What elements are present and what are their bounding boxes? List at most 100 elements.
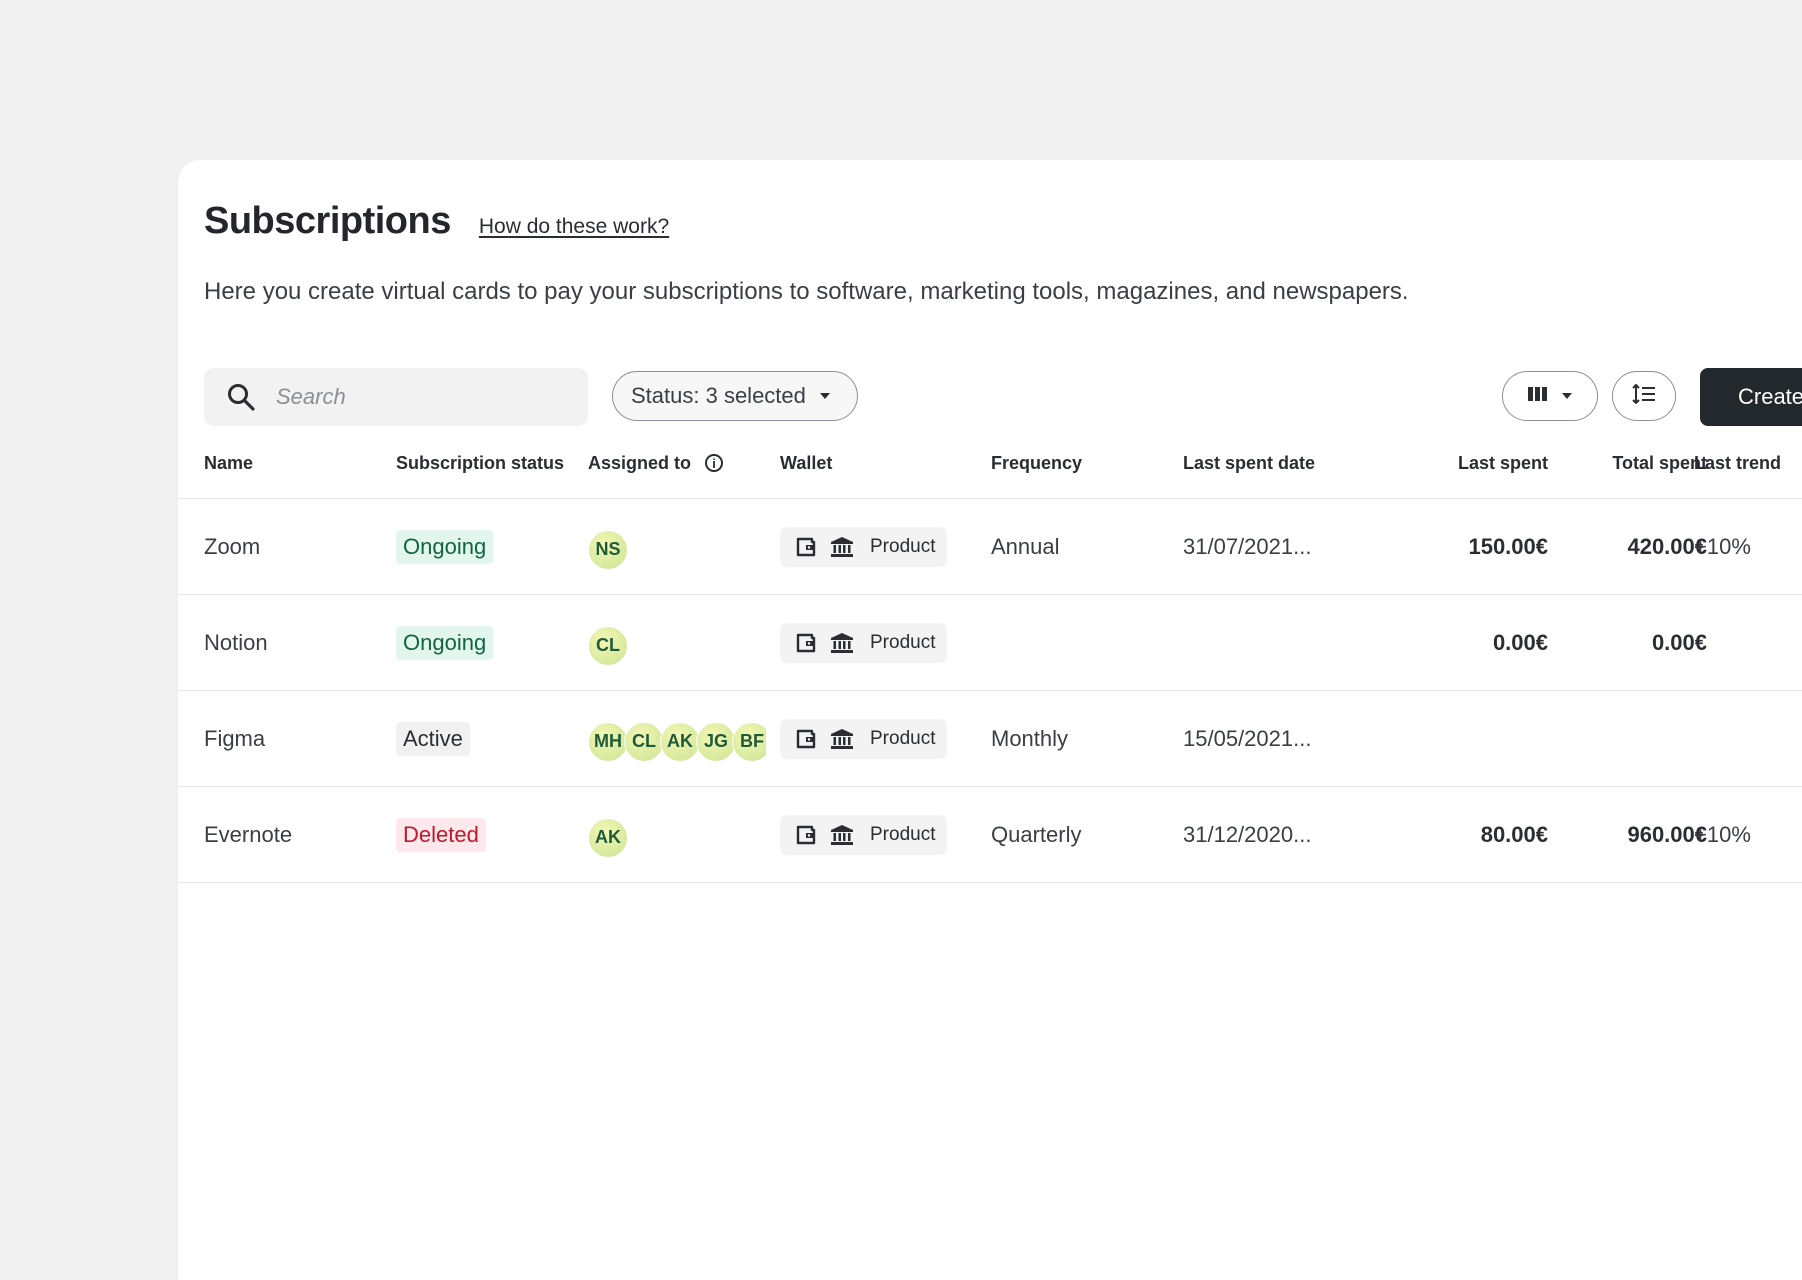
column-header-assigned-label: Assigned to bbox=[588, 452, 692, 473]
toolbar: Status: 3 selected bbox=[204, 368, 1802, 426]
avatar: AK bbox=[660, 721, 700, 762]
wallet-cell: Product bbox=[780, 499, 948, 594]
avatar: CL bbox=[624, 721, 664, 762]
frequency-cell: Annual bbox=[991, 533, 1060, 559]
bank-icon bbox=[830, 535, 854, 559]
page-title: Subscriptions bbox=[204, 200, 451, 242]
avatar: MH bbox=[588, 721, 628, 762]
subscription-status-cell: Ongoing bbox=[396, 595, 494, 690]
avatar-group[interactable]: MH CL AK JG BF bbox=[588, 716, 766, 762]
avatar-group[interactable]: AK bbox=[588, 812, 766, 858]
wallet-icon bbox=[794, 727, 818, 751]
column-header-name[interactable]: Name bbox=[204, 452, 254, 473]
subscription-status-cell: Ongoing bbox=[396, 499, 494, 594]
column-header-last-spent-date[interactable]: Last spent date bbox=[1183, 452, 1316, 473]
total-spent-cell: 420.00€ bbox=[1627, 533, 1707, 559]
subscription-name: Notion bbox=[204, 629, 268, 655]
how-do-these-work-link[interactable]: How do these work? bbox=[478, 215, 670, 238]
last-trend-cell: +10% bbox=[1694, 533, 1751, 559]
search-input[interactable] bbox=[274, 383, 558, 411]
status-badge: Ongoing bbox=[396, 529, 494, 564]
column-header-last-trend[interactable]: Last trend bbox=[1694, 452, 1782, 473]
subscriptions-table: Name Subscription status Assigned to i W… bbox=[178, 428, 1802, 883]
search-icon bbox=[226, 382, 256, 412]
wallet-chip[interactable]: Product bbox=[780, 814, 948, 855]
wallet-label: Product bbox=[870, 727, 936, 749]
table-body: Zoom Ongoing NS bbox=[178, 499, 1802, 883]
avatar: BF bbox=[732, 721, 766, 762]
wallet-label: Product bbox=[870, 823, 936, 845]
total-spent-cell: 0.00€ bbox=[1651, 629, 1707, 655]
wallet-chip[interactable]: Product bbox=[780, 718, 948, 759]
status-badge: Deleted bbox=[396, 817, 486, 852]
wallet-chip[interactable]: Product bbox=[780, 622, 948, 663]
subscription-status-cell: Deleted bbox=[396, 787, 486, 882]
last-spent-cell: 0.00€ bbox=[1492, 629, 1548, 655]
subscription-name: Zoom bbox=[204, 533, 261, 559]
column-header-assigned[interactable]: Assigned to i bbox=[588, 428, 724, 498]
title-row: Subscriptions How do these work? bbox=[204, 200, 669, 243]
row-density-icon bbox=[1632, 383, 1656, 409]
column-header-frequency[interactable]: Frequency bbox=[991, 452, 1083, 473]
wallet-chip[interactable]: Product bbox=[780, 526, 948, 567]
wallet-label: Product bbox=[870, 631, 936, 653]
chevron-down-icon bbox=[819, 393, 830, 399]
bank-icon bbox=[830, 631, 854, 655]
last-spent-cell: 150.00€ bbox=[1468, 533, 1548, 559]
table-row[interactable]: Figma Active MH CL AK JG BF bbox=[178, 691, 1802, 787]
last-spent-date-cell: 31/12/2020... bbox=[1183, 821, 1312, 847]
assigned-to-cell: MH CL AK JG BF bbox=[588, 691, 766, 786]
info-icon[interactable]: i bbox=[705, 454, 724, 472]
status-filter-dropdown[interactable]: Status: 3 selected bbox=[612, 371, 858, 421]
table-header: Name Subscription status Assigned to i W… bbox=[178, 428, 1802, 499]
subscriptions-panel: Subscriptions How do these work? Here yo… bbox=[178, 160, 1802, 1280]
bank-icon bbox=[830, 823, 854, 847]
wallet-icon bbox=[794, 823, 818, 847]
row-density-button[interactable] bbox=[1612, 371, 1676, 421]
status-badge: Ongoing bbox=[396, 625, 494, 660]
wallet-cell: Product bbox=[780, 691, 948, 786]
status-filter-label: Status: 3 selected bbox=[631, 383, 806, 408]
column-header-wallet[interactable]: Wallet bbox=[780, 452, 833, 473]
total-spent-cell bbox=[1558, 691, 1707, 786]
subscription-name: Figma bbox=[204, 725, 266, 751]
columns-button[interactable] bbox=[1502, 371, 1598, 421]
frequency-cell: Quarterly bbox=[991, 821, 1082, 847]
frequency-cell: Monthly bbox=[991, 725, 1069, 751]
bank-icon bbox=[830, 727, 854, 751]
last-spent-date-cell: 31/07/2021... bbox=[1183, 533, 1312, 559]
create-subscription-button[interactable]: Create a bbox=[1700, 368, 1802, 426]
last-spent-cell: 80.00€ bbox=[1480, 821, 1548, 847]
avatar: CL bbox=[588, 625, 628, 666]
avatar: AK bbox=[588, 817, 628, 858]
assigned-to-cell: NS bbox=[588, 499, 766, 594]
assigned-to-cell: CL bbox=[588, 595, 766, 690]
wallet-icon bbox=[794, 535, 818, 559]
subscription-name: Evernote bbox=[204, 821, 293, 847]
avatar: JG bbox=[696, 721, 736, 762]
wallet-cell: Product bbox=[780, 595, 948, 690]
last-spent-date-cell: 15/05/2021... bbox=[1183, 725, 1312, 751]
last-trend-cell: +10% bbox=[1694, 821, 1751, 847]
table-row[interactable]: Notion Ongoing CL bbox=[178, 595, 1802, 691]
search-box[interactable] bbox=[204, 368, 588, 426]
wallet-cell: Product bbox=[780, 787, 948, 882]
assigned-to-cell: AK bbox=[588, 787, 766, 882]
column-header-last-spent[interactable]: Last spent bbox=[1457, 452, 1548, 473]
column-header-status[interactable]: Subscription status bbox=[396, 452, 565, 473]
wallet-label: Product bbox=[870, 535, 936, 557]
avatar-group[interactable]: NS bbox=[588, 524, 766, 570]
columns-icon bbox=[1528, 386, 1548, 407]
total-spent-cell: 960.00€ bbox=[1627, 821, 1707, 847]
table-row[interactable]: Zoom Ongoing NS bbox=[178, 499, 1802, 595]
table-row[interactable]: Evernote Deleted AK bbox=[178, 787, 1802, 883]
avatar-group[interactable]: CL bbox=[588, 620, 766, 666]
wallet-icon bbox=[794, 631, 818, 655]
avatar: NS bbox=[588, 529, 628, 570]
chevron-down-icon bbox=[1562, 393, 1572, 399]
status-badge: Active bbox=[396, 721, 470, 756]
last-spent-cell bbox=[1398, 691, 1548, 786]
page-description: Here you create virtual cards to pay you… bbox=[204, 278, 1409, 305]
subscription-status-cell: Active bbox=[396, 691, 470, 786]
column-header-total-spent[interactable]: Total spent bbox=[1612, 452, 1707, 473]
